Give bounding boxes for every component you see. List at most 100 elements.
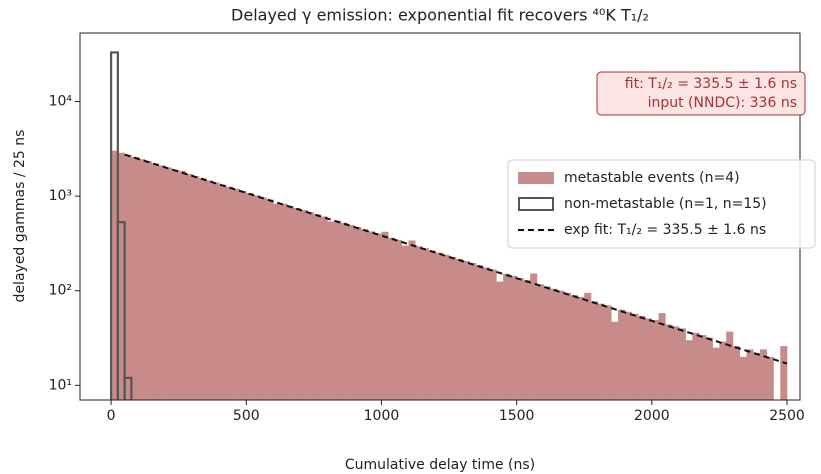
histogram-bar xyxy=(178,170,186,400)
histogram-bar xyxy=(401,245,409,400)
histogram-bar xyxy=(449,256,457,400)
histogram-bar xyxy=(388,237,396,400)
histogram-bar xyxy=(469,263,477,400)
histogram-bar xyxy=(307,212,315,400)
histogram-bar xyxy=(543,286,551,400)
histogram-bar xyxy=(381,231,389,400)
histogram-bar xyxy=(205,180,213,400)
histogram-bar xyxy=(624,311,632,400)
histogram-bar xyxy=(253,195,261,400)
histogram-bar xyxy=(185,174,193,400)
histogram-bar xyxy=(726,331,734,400)
histogram-bar xyxy=(273,203,281,400)
histogram-bar xyxy=(361,229,369,400)
histogram-bar xyxy=(780,346,788,400)
histogram-bar xyxy=(158,165,166,400)
annotation-text: input (NNDC): 336 ns xyxy=(648,95,797,111)
legend-label: non-metastable (n=1, n=15) xyxy=(564,196,767,212)
histogram-bar xyxy=(530,273,538,400)
histogram-bar xyxy=(651,320,659,400)
histogram-bar xyxy=(591,301,599,400)
chart-title: Delayed γ emission: exponential fit reco… xyxy=(231,6,649,25)
histogram-bar xyxy=(394,239,403,400)
histogram-bar xyxy=(192,176,200,400)
histogram-bar xyxy=(523,279,531,400)
histogram-bar xyxy=(246,193,254,400)
y-tick-label: 10¹ xyxy=(49,377,72,393)
histogram-bar xyxy=(286,205,294,400)
annotation-box xyxy=(596,71,806,116)
histogram-bar xyxy=(604,305,612,400)
x-axis-label: Cumulative delay time (ns) xyxy=(345,457,535,473)
histogram-bar xyxy=(239,190,247,400)
histogram-bar xyxy=(611,321,619,400)
histogram-bar xyxy=(138,159,146,400)
histogram-bar xyxy=(557,290,565,400)
histogram-bar xyxy=(144,161,152,400)
histogram-bar xyxy=(692,332,700,400)
histogram-bar xyxy=(462,261,470,400)
x-tick-label: 1500 xyxy=(499,408,535,424)
histogram-bar xyxy=(766,356,774,400)
histogram-bar xyxy=(685,340,693,400)
histogram-bar xyxy=(759,349,768,400)
histogram-bar xyxy=(226,186,234,400)
step-bar xyxy=(116,221,126,400)
legend-swatch xyxy=(518,172,554,184)
histogram-bar xyxy=(489,269,497,400)
histogram-bar xyxy=(563,292,572,400)
y-tick-label: 10³ xyxy=(49,188,72,204)
histogram-bar xyxy=(428,250,436,400)
histogram-bar xyxy=(503,273,511,400)
histogram-bar xyxy=(300,210,308,400)
histogram-bar xyxy=(665,324,673,400)
histogram-bar xyxy=(597,303,605,400)
x-tick-label: 0 xyxy=(107,408,116,424)
histogram-bar xyxy=(550,288,558,400)
histogram-bar xyxy=(618,309,626,400)
histogram-bar xyxy=(570,295,578,400)
histogram-bar xyxy=(212,182,220,400)
histogram-bar xyxy=(131,157,139,400)
histogram-bar xyxy=(516,278,524,400)
legend-swatch xyxy=(518,197,554,211)
histogram-bar xyxy=(367,231,376,400)
histogram-bar xyxy=(509,275,517,400)
histogram-bar xyxy=(340,222,348,400)
annotation-text: fit: T₁/₂ = 335.5 ± 1.6 ns xyxy=(625,76,797,92)
histogram-bar xyxy=(739,356,747,400)
histogram-bar xyxy=(151,163,159,400)
histogram-bar xyxy=(732,346,741,400)
histogram-bar xyxy=(266,199,274,400)
histogram-bar xyxy=(705,337,713,400)
fit-line xyxy=(124,153,788,365)
histogram-bar xyxy=(422,248,430,400)
histogram-bar xyxy=(638,316,646,400)
histogram-bar xyxy=(232,188,240,400)
histogram-bar xyxy=(415,246,423,400)
histogram-bar xyxy=(408,240,416,400)
y-tick-label: 10² xyxy=(49,283,72,299)
histogram-bar xyxy=(753,352,761,400)
plot-area xyxy=(109,51,788,400)
histogram-bar xyxy=(577,296,585,400)
histogram-bar xyxy=(442,254,450,400)
histogram-bar xyxy=(584,292,592,400)
histogram-bar xyxy=(198,178,207,400)
legend-box xyxy=(507,159,816,249)
y-axis-label: delayed gammas / 25 ns xyxy=(12,130,28,303)
histogram-bar xyxy=(313,214,321,400)
histogram-bar xyxy=(746,349,754,400)
histogram-bar xyxy=(712,347,720,400)
legend-label: exp fit: T₁/₂ = 335.5 ± 1.6 ns xyxy=(564,222,766,238)
y-tick-label: 10⁴ xyxy=(49,94,73,110)
histogram-bar xyxy=(259,197,267,400)
histogram-bar xyxy=(117,152,125,400)
legend-label: metastable events (n=4) xyxy=(564,170,740,186)
histogram-bar xyxy=(435,252,443,400)
x-tick-label: 1000 xyxy=(364,408,400,424)
x-tick-label: 2000 xyxy=(634,408,670,424)
histogram-bar xyxy=(699,335,707,400)
histogram-bar xyxy=(476,265,484,400)
histogram-bar xyxy=(645,318,653,400)
